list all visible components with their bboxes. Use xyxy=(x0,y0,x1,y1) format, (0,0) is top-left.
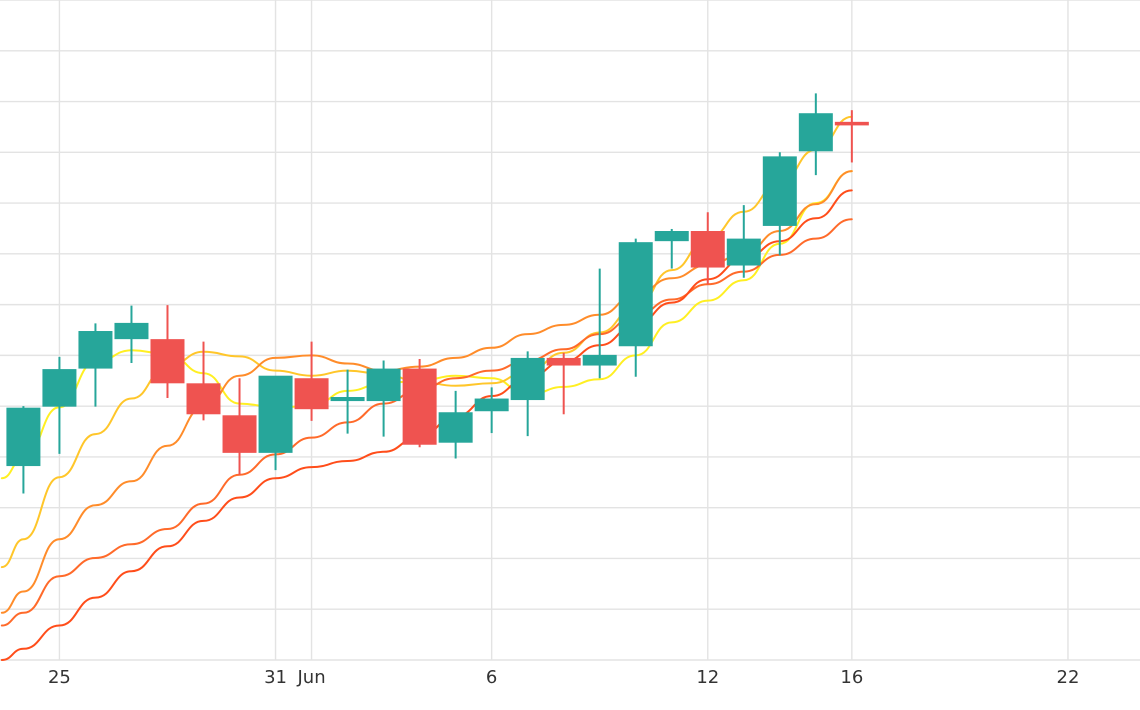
candle xyxy=(42,356,77,454)
candle-body-up xyxy=(330,397,365,402)
candle-body-up xyxy=(654,231,689,242)
candle xyxy=(366,360,401,437)
candle-body-up xyxy=(438,412,473,443)
candle xyxy=(474,387,509,434)
candle-body-down xyxy=(222,415,257,453)
x-tick-label: Jun xyxy=(297,667,326,688)
candle-body-up xyxy=(42,369,77,407)
x-tick-label: 12 xyxy=(696,667,719,688)
candle xyxy=(618,238,653,377)
candle xyxy=(762,152,797,256)
x-tick-label: 6 xyxy=(486,667,497,688)
candle-body-up xyxy=(726,238,761,266)
candle xyxy=(294,341,329,421)
candle xyxy=(150,305,185,399)
candle-body-down xyxy=(294,378,329,410)
candle-body-down xyxy=(690,231,725,268)
candle xyxy=(114,305,149,363)
candle xyxy=(222,378,257,475)
candle xyxy=(726,205,761,278)
candle-body-down xyxy=(834,121,869,126)
candle xyxy=(186,341,221,421)
candle-body-up xyxy=(618,242,653,347)
candle-body-up xyxy=(78,331,113,369)
candle-body-up xyxy=(366,368,401,402)
moving-average-line-2 xyxy=(0,115,853,569)
candle-body-up xyxy=(798,113,833,152)
candle-body-up xyxy=(474,398,509,412)
candle xyxy=(690,212,725,285)
x-tick-label: 25 xyxy=(48,667,71,688)
candle xyxy=(546,352,581,415)
candle xyxy=(510,351,545,437)
candle-body-up xyxy=(762,156,797,226)
candle xyxy=(834,110,869,163)
x-tick-label: 31 xyxy=(264,667,287,688)
candle xyxy=(582,268,617,379)
candle-body-up xyxy=(510,357,545,401)
x-tick-label: 16 xyxy=(840,667,863,688)
x-tick-label: 22 xyxy=(1057,667,1080,688)
candle-body-down xyxy=(186,383,221,415)
candle-body-up xyxy=(582,354,617,366)
candle xyxy=(6,406,41,494)
candle xyxy=(402,358,437,448)
candle xyxy=(654,228,689,269)
candle-body-up xyxy=(6,407,41,467)
candle-body-up xyxy=(114,322,149,340)
candle-layer xyxy=(6,93,869,494)
grid-layer xyxy=(0,0,1140,661)
x-axis-tick-labels: 25 31 Jun 6 12 16 22 xyxy=(48,667,1079,688)
candle-body-down xyxy=(402,368,437,445)
candle xyxy=(798,93,833,176)
candle xyxy=(258,375,293,471)
candle xyxy=(78,323,113,407)
candle-body-up xyxy=(258,375,293,453)
candle xyxy=(438,390,473,459)
candle-body-down xyxy=(546,357,581,366)
candle xyxy=(330,369,365,434)
candle-body-down xyxy=(150,339,185,384)
